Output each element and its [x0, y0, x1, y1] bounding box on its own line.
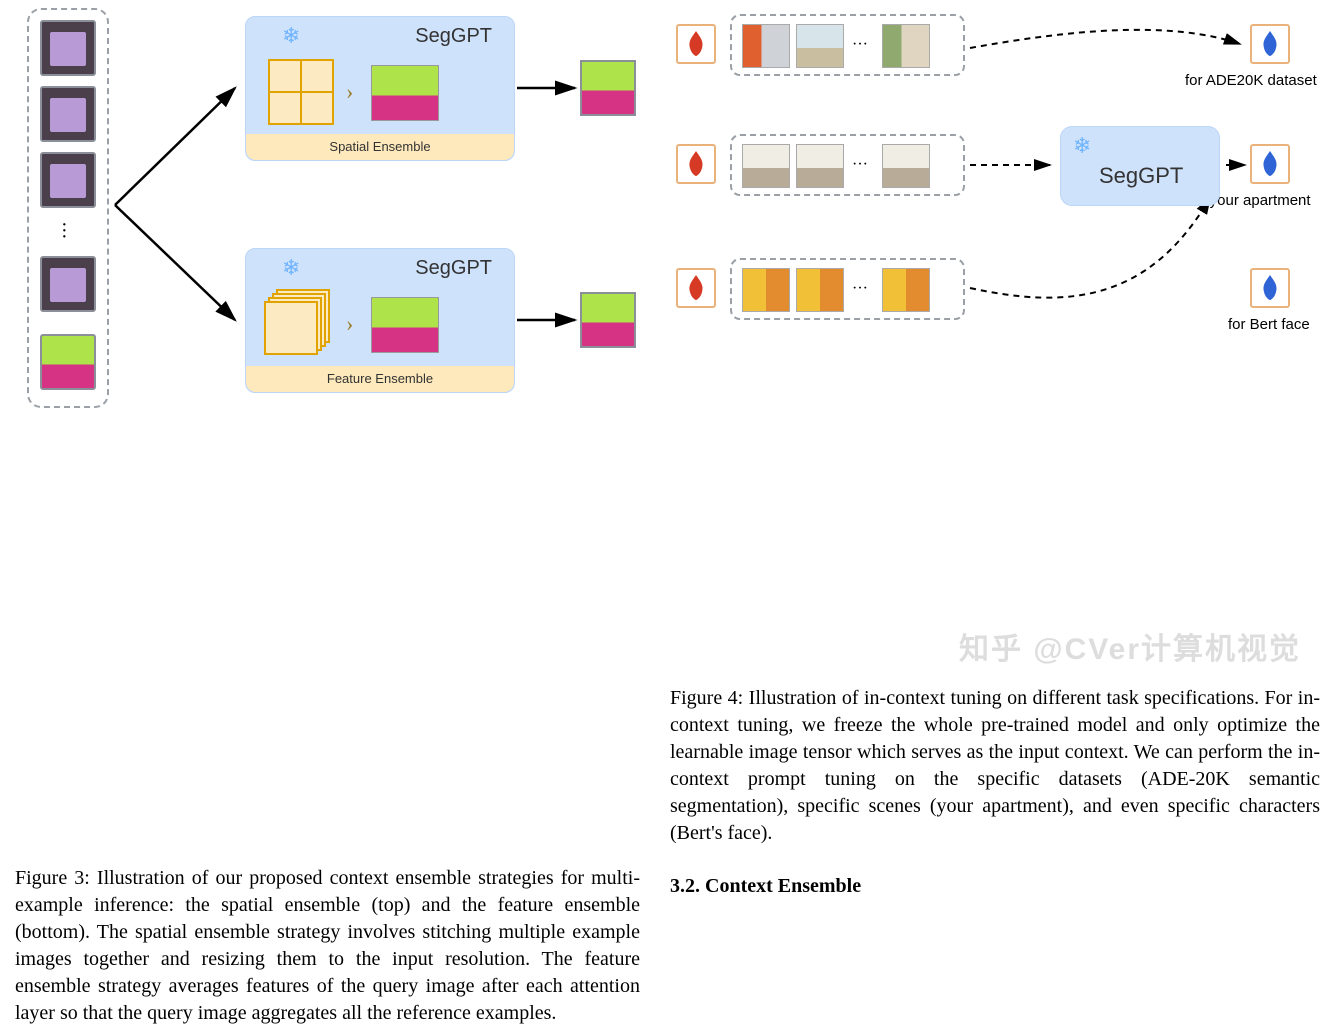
flame-icon — [1260, 31, 1280, 57]
ellipsis-icon: ··· — [852, 36, 868, 54]
ctx-thumb — [796, 268, 844, 312]
output-thumb-bottom — [580, 292, 636, 348]
feature-ensemble-box: ❄ SegGPT › Feature Ensemble — [245, 248, 515, 393]
ctx-thumb — [882, 144, 930, 188]
seggpt-label: SegGPT — [1099, 163, 1183, 189]
ellipsis-icon: ··· — [852, 156, 868, 174]
flame-source-3 — [676, 268, 716, 308]
figure-4-diagram: ··· for ADE20K dataset ··· for your apar… — [670, 0, 1320, 330]
box-title-bottom: SegGPT — [415, 257, 492, 280]
context-row-3: ··· — [730, 258, 965, 320]
example-thumb-2 — [40, 86, 96, 142]
context-row-2: ··· — [730, 134, 965, 196]
target-label-1: for ADE20K dataset — [1185, 72, 1317, 89]
target-label-3: for Bert face — [1228, 316, 1310, 333]
flame-target-3 — [1250, 268, 1290, 308]
flame-icon — [686, 31, 706, 57]
flame-icon — [686, 151, 706, 177]
flame-source-1 — [676, 24, 716, 64]
ctx-thumb — [742, 144, 790, 188]
section-heading: 3.2. Context Ensemble — [670, 875, 1320, 898]
flame-icon — [686, 275, 706, 301]
ellipsis-icon: ··· — [852, 280, 868, 298]
spatial-grid-icon — [268, 59, 334, 125]
example-thumb-4 — [40, 256, 96, 312]
example-thumb-1 — [40, 20, 96, 76]
ctx-thumb — [742, 268, 790, 312]
feature-stack-icon — [264, 289, 332, 359]
spatial-preview — [371, 65, 439, 121]
ctx-thumb — [882, 268, 930, 312]
figure-3-caption: Figure 3: Illustration of our proposed c… — [15, 865, 640, 1027]
left-column: ··· ❄ SegGPT › Spatial Ensemble ❄ SegGPT — [15, 0, 640, 1027]
ctx-thumb — [742, 24, 790, 68]
feature-preview — [371, 297, 439, 353]
snowflake-icon: ❄ — [282, 23, 300, 49]
flame-icon — [1260, 275, 1280, 301]
snowflake-icon: ❄ — [282, 255, 300, 281]
box-title-top: SegGPT — [415, 25, 492, 48]
flame-icon — [1260, 151, 1280, 177]
example-thumb-3 — [40, 152, 96, 208]
ctx-thumb — [796, 144, 844, 188]
right-column: ··· for ADE20K dataset ··· for your apar… — [670, 0, 1320, 898]
query-thumb — [40, 334, 96, 390]
box-footer-bottom: Feature Ensemble — [246, 366, 514, 392]
ellipsis-icon: ··· — [61, 222, 68, 240]
output-thumb-top — [580, 60, 636, 116]
context-row-1: ··· — [730, 14, 965, 76]
flame-target-2 — [1250, 144, 1290, 184]
seggpt-box: ❄ SegGPT — [1060, 126, 1220, 206]
ctx-thumb — [796, 24, 844, 68]
chevron-right-icon: › — [346, 311, 353, 337]
ctx-thumb — [882, 24, 930, 68]
spatial-ensemble-box: ❄ SegGPT › Spatial Ensemble — [245, 16, 515, 161]
flame-source-2 — [676, 144, 716, 184]
chevron-right-icon: › — [346, 79, 353, 105]
figure-4-caption: Figure 4: Illustration of in-context tun… — [670, 685, 1320, 847]
figure-3-diagram: ··· ❄ SegGPT › Spatial Ensemble ❄ SegGPT — [15, 0, 640, 420]
box-footer-top: Spatial Ensemble — [246, 134, 514, 160]
flame-target-1 — [1250, 24, 1290, 64]
snowflake-icon: ❄ — [1073, 133, 1091, 159]
